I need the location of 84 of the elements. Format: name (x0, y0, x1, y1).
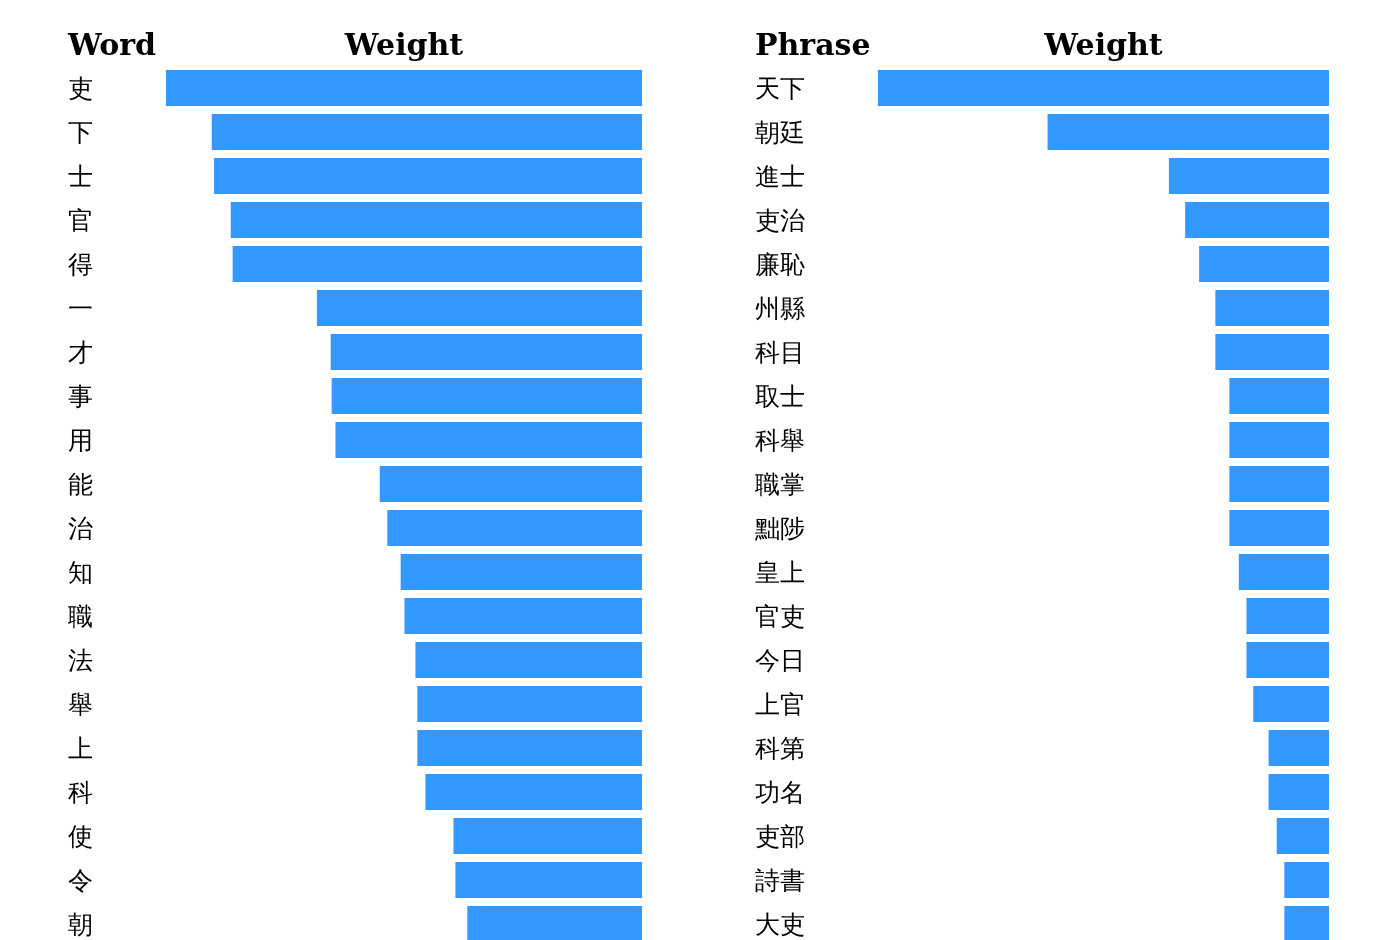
y-tick-label: 舉 (68, 689, 93, 719)
y-tick-label: 用 (68, 425, 93, 455)
bar (1229, 510, 1329, 546)
y-tick-label: 一 (68, 293, 93, 323)
bar (1229, 422, 1329, 458)
y-tick-label: 吏 (68, 73, 93, 103)
y-tick-label: 皇上 (755, 557, 805, 587)
y-tick-label: 法 (68, 645, 93, 675)
bar (1253, 686, 1329, 722)
bar (425, 774, 642, 810)
y-tick-label: 朝 (68, 909, 93, 939)
y-tick-label: 令 (68, 865, 93, 895)
bar (1246, 642, 1329, 678)
bar (417, 686, 642, 722)
y-tick-label: 取士 (755, 381, 805, 411)
bar (330, 334, 642, 370)
bar (453, 818, 642, 854)
y-tick-label: 能 (68, 469, 93, 499)
y-tick-label: 天下 (755, 73, 805, 103)
y-tick-label: 朝廷 (755, 117, 805, 147)
y-tick-label: 上官 (755, 689, 805, 719)
y-tick-label: 士 (68, 161, 93, 191)
y-tick-label: 下 (68, 117, 93, 147)
bar (1168, 158, 1329, 194)
bar (1284, 906, 1329, 940)
y-tick-label: 職掌 (755, 469, 805, 499)
bar (1284, 862, 1329, 898)
bar (1238, 554, 1329, 590)
bar (455, 862, 642, 898)
y-tick-label: 得 (68, 249, 93, 279)
y-tick-label: 科舉 (755, 425, 805, 455)
y-tick-label: 事 (68, 381, 93, 411)
y-tick-label: 吏治 (755, 205, 805, 235)
bar (230, 202, 642, 238)
bar (214, 158, 642, 194)
bar (335, 422, 642, 458)
y-tick-label: 科目 (755, 337, 805, 367)
y-tick-label: 功名 (755, 777, 805, 807)
y-tick-label: 廉恥 (755, 249, 805, 279)
y-tick-label: 進士 (755, 161, 805, 191)
bar (467, 906, 642, 940)
y-tick-label: 上 (68, 733, 93, 763)
bar (316, 290, 642, 326)
y-axis-title: Word (67, 27, 157, 62)
bar (417, 730, 642, 766)
bar (1229, 466, 1329, 502)
y-tick-label: 使 (68, 821, 93, 851)
bar (211, 114, 642, 150)
bar (1268, 730, 1329, 766)
bar (1047, 114, 1329, 150)
bar (1185, 202, 1329, 238)
y-tick-label: 官吏 (755, 601, 805, 631)
bar (1199, 246, 1329, 282)
bar (1215, 290, 1329, 326)
y-tick-label: 吏部 (755, 821, 805, 851)
bar (331, 378, 642, 414)
y-tick-label: 才 (68, 337, 93, 367)
bar (379, 466, 642, 502)
y-tick-label: 大吏 (755, 909, 805, 939)
bar (878, 70, 1329, 106)
x-axis-title: Weight (343, 27, 464, 62)
y-tick-label: 知 (68, 557, 93, 587)
y-tick-label: 治 (68, 513, 93, 543)
y-tick-label: 黜陟 (754, 513, 805, 543)
bar (1276, 818, 1329, 854)
bar (415, 642, 642, 678)
y-tick-label: 詩書 (755, 865, 805, 895)
y-tick-label: 今日 (755, 645, 805, 675)
bar (400, 554, 642, 590)
y-tick-label: 科 (68, 777, 93, 807)
y-tick-label: 職 (68, 601, 93, 631)
bar (1229, 378, 1329, 414)
bar (404, 598, 642, 634)
bar (232, 246, 642, 282)
bar (166, 70, 642, 106)
y-tick-label: 科第 (755, 733, 805, 763)
bar (1268, 774, 1329, 810)
bar (1246, 598, 1329, 634)
x-axis-title: Weight (1043, 27, 1163, 62)
y-tick-label: 州縣 (755, 293, 805, 323)
y-axis-title: Phrase (755, 27, 871, 62)
y-tick-label: 官 (68, 205, 93, 235)
bar (387, 510, 642, 546)
bar (1215, 334, 1329, 370)
